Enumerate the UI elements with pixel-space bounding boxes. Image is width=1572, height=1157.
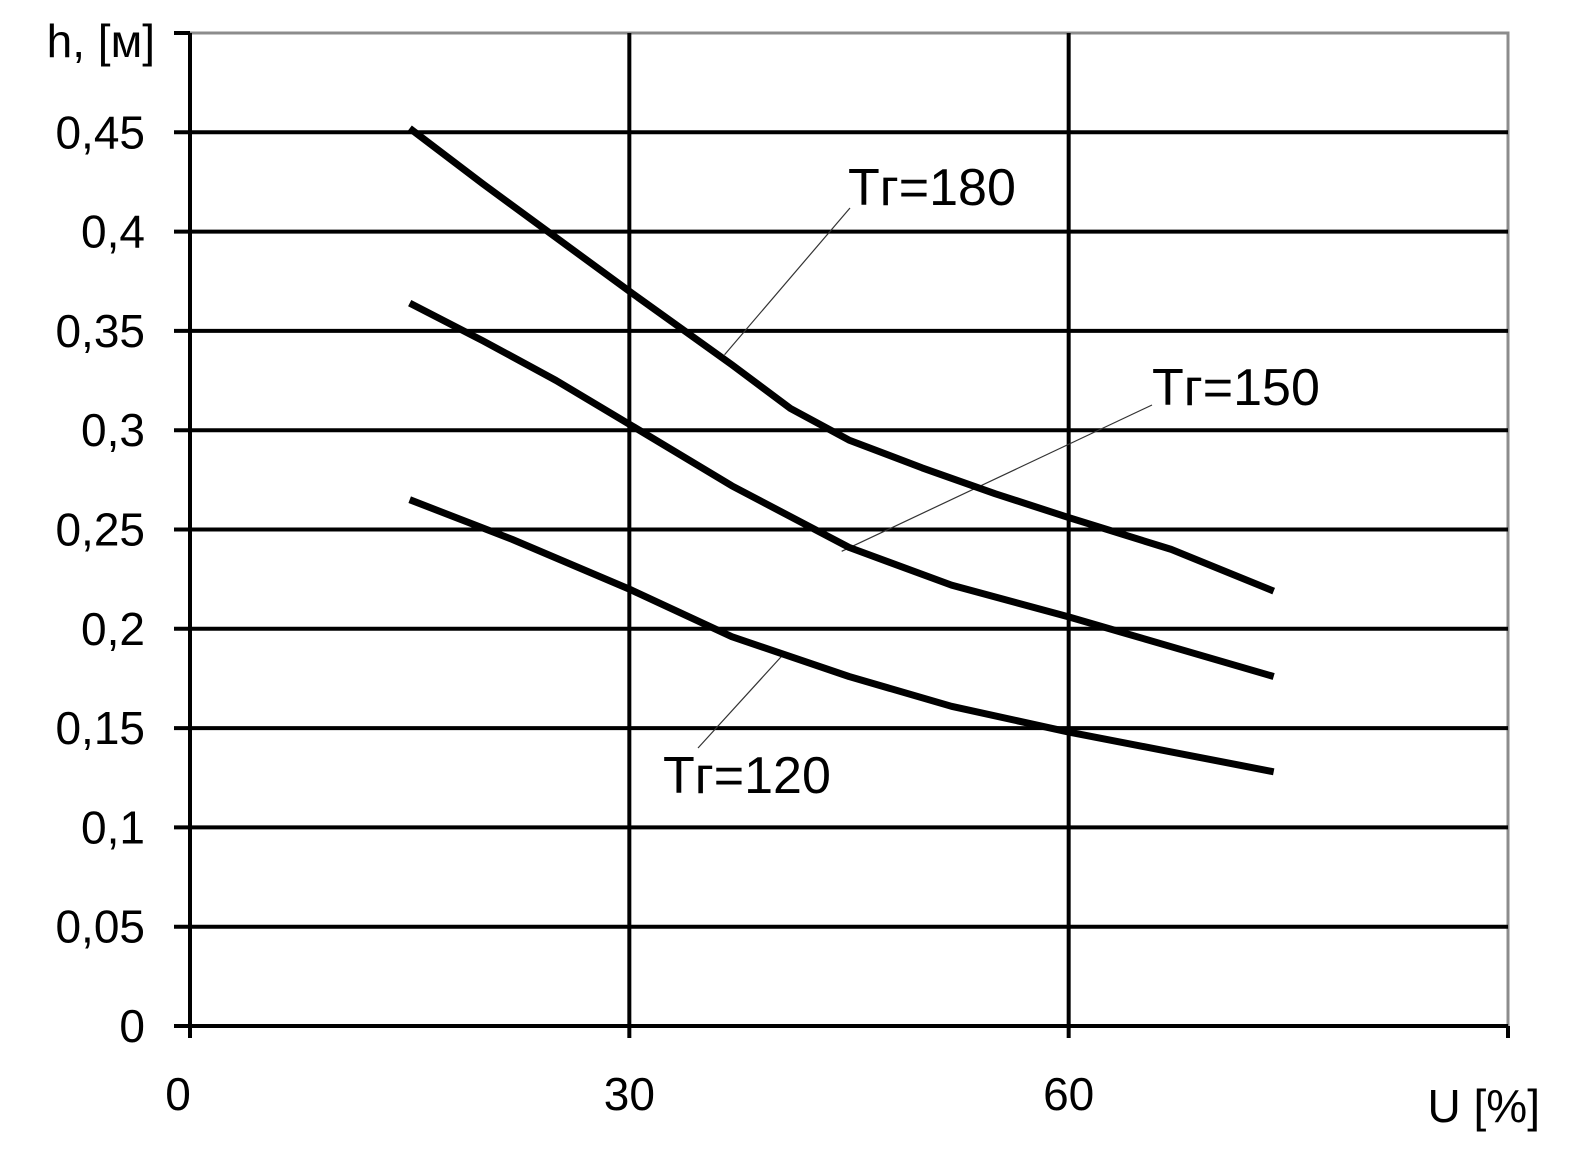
y-tick-label: 0,25 xyxy=(55,504,145,556)
annotation-leader-line xyxy=(841,404,1153,552)
y-tick-label: 0,2 xyxy=(81,603,145,655)
grid-layer xyxy=(174,33,1508,1038)
series-label-150: Tг=150 xyxy=(1152,359,1320,417)
x-tick-label: 60 xyxy=(1043,1068,1094,1120)
series-label-180: Tг=180 xyxy=(848,159,1016,217)
y-tick-label: 0,05 xyxy=(55,901,145,953)
y-tick-label: 0 xyxy=(119,1000,145,1052)
y-tick-label: 0,4 xyxy=(81,206,145,258)
y-axis-title: h, [м] xyxy=(47,15,155,67)
y-tick-label: 0,35 xyxy=(55,305,145,357)
leader-layer xyxy=(697,207,1153,749)
tick-layer: 0 0,05 0,1 0,15 0,2 0,25 0,3 0,35 0,4 0,45 0 30 60 xyxy=(55,31,1510,1120)
series-line-3 xyxy=(408,496,1275,776)
x-tick-label: 30 xyxy=(604,1068,655,1120)
y-tick-label: 0,15 xyxy=(55,702,145,754)
y-tick-label: 0,1 xyxy=(81,801,145,853)
series-line-2 xyxy=(408,299,1275,680)
series-label-120: Tг=120 xyxy=(663,747,831,805)
x-tick-label: 0 xyxy=(165,1068,191,1120)
annotation-leader-line xyxy=(724,207,851,356)
series-layer xyxy=(407,125,1276,776)
y-tick-label: 0,45 xyxy=(55,106,145,158)
x-axis-title: U [%] xyxy=(1428,1080,1540,1132)
y-tick-label: 0,3 xyxy=(81,404,145,456)
series-line-1 xyxy=(407,125,1276,595)
annotation-leader-line xyxy=(697,654,784,749)
